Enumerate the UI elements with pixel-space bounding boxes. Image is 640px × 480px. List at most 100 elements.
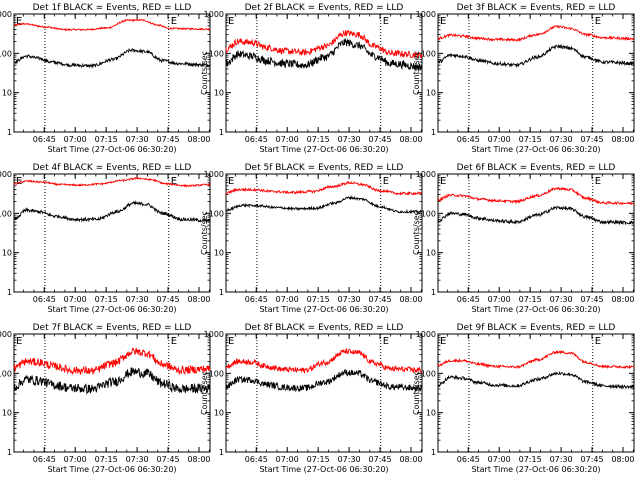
series-line-lld xyxy=(13,347,211,376)
y-axis-label: Counts/sec xyxy=(200,211,209,255)
marker-label-left: E xyxy=(440,176,446,187)
x-tick-label: 07:15 xyxy=(519,295,542,304)
x-tick-label: 07:45 xyxy=(369,135,392,144)
y-tick-label: 1 xyxy=(219,128,224,137)
series-line-events xyxy=(13,200,211,224)
series-line-events xyxy=(13,47,211,69)
panel-title: Det 4f BLACK = Events, RED = LLD xyxy=(33,163,192,173)
series-line-lld xyxy=(437,24,635,43)
x-axis-label: Start Time (27-Oct-06 06:30:20) xyxy=(471,465,600,474)
x-tick-label: 08:00 xyxy=(611,295,634,304)
x-axis-label: Start Time (27-Oct-06 06:30:20) xyxy=(471,145,600,154)
marker-label-right: E xyxy=(383,16,389,27)
panel-title: Det 3f BLACK = Events, RED = LLD xyxy=(457,3,616,13)
y-tick-label: 100 xyxy=(421,49,436,58)
marker-label-right: E xyxy=(171,176,177,187)
series-line-events xyxy=(225,195,423,215)
x-tick-label: 07:30 xyxy=(126,295,149,304)
y-tick-label: 10 xyxy=(2,409,12,418)
x-tick-label: 07:30 xyxy=(126,455,149,464)
x-tick-label: 07:00 xyxy=(276,295,299,304)
series-line-lld xyxy=(225,348,423,375)
panel-title: Det 8f BLACK = Events, RED = LLD xyxy=(245,323,404,333)
x-tick-label: 07:30 xyxy=(550,135,573,144)
x-axis-label: Start Time (27-Oct-06 06:30:20) xyxy=(47,145,176,154)
y-tick-label: 1 xyxy=(219,288,224,297)
x-tick-label: 07:15 xyxy=(95,135,118,144)
y-tick-label: 1000 xyxy=(204,330,224,339)
x-axis-label: Start Time (27-Oct-06 06:30:20) xyxy=(259,305,388,314)
y-tick-label: 100 xyxy=(0,369,12,378)
y-tick-label: 10 xyxy=(214,89,224,98)
x-tick-label: 07:30 xyxy=(338,135,361,144)
y-axis-label: Counts/sec xyxy=(412,371,421,415)
panel-det-1f: Det 1f BLACK = Events, RED = LLD 1 10 100 10… xyxy=(0,3,211,154)
panel-det-7f: Det 7f BLACK = Events, RED = LLD 1 10 100 10… xyxy=(0,323,211,474)
marker-label-left: E xyxy=(16,336,22,347)
panel-det-5f: Det 5f BLACK = Events, RED = LLD 1 10 100 10… xyxy=(200,163,423,314)
x-tick-label: 08:00 xyxy=(611,135,634,144)
panel-det-6f: Det 6f BLACK = Events, RED = LLD 1 10 100 10… xyxy=(412,163,635,314)
series-line-lld xyxy=(13,18,211,32)
marker-label-right: E xyxy=(171,336,177,347)
panel-det-4f: Det 4f BLACK = Events, RED = LLD 1 10 100 10… xyxy=(0,163,211,314)
plot-frame xyxy=(437,173,635,293)
panel-title: Det 5f BLACK = Events, RED = LLD xyxy=(245,163,404,173)
y-tick-label: 10 xyxy=(426,89,436,98)
y-tick-label: 1000 xyxy=(0,330,12,339)
y-tick-label: 100 xyxy=(209,49,224,58)
x-tick-label: 07:45 xyxy=(369,295,392,304)
x-tick-label: 07:30 xyxy=(338,295,361,304)
marker-label-right: E xyxy=(595,336,601,347)
y-tick-label: 1000 xyxy=(416,330,436,339)
y-tick-label: 100 xyxy=(421,369,436,378)
y-tick-label: 1 xyxy=(7,128,12,137)
x-axis-label: Start Time (27-Oct-06 06:30:20) xyxy=(47,465,176,474)
panel-det-2f: Det 2f BLACK = Events, RED = LLD 1 10 100 10… xyxy=(200,3,423,154)
x-tick-label: 07:30 xyxy=(550,295,573,304)
x-axis-label: Start Time (27-Oct-06 06:30:20) xyxy=(259,145,388,154)
panel-title: Det 6f BLACK = Events, RED = LLD xyxy=(457,163,616,173)
x-tick-label: 07:00 xyxy=(276,455,299,464)
x-tick-label: 08:00 xyxy=(187,455,210,464)
marker-label-left: E xyxy=(16,16,22,27)
series-line-lld xyxy=(225,29,423,59)
plot-frame xyxy=(13,173,211,293)
x-tick-label: 07:00 xyxy=(64,295,87,304)
x-tick-label: 07:00 xyxy=(276,135,299,144)
marker-label-right: E xyxy=(595,16,601,27)
x-tick-label: 07:45 xyxy=(581,455,604,464)
x-tick-label: 06:45 xyxy=(457,295,480,304)
x-tick-label: 08:00 xyxy=(399,455,422,464)
plot-frame xyxy=(225,173,423,293)
y-tick-label: 1000 xyxy=(0,170,12,179)
y-tick-label: 10 xyxy=(2,89,12,98)
series-line-events xyxy=(225,368,423,393)
panel-title: Det 7f BLACK = Events, RED = LLD xyxy=(33,323,192,333)
y-tick-label: 1 xyxy=(7,288,12,297)
x-tick-label: 06:45 xyxy=(245,295,268,304)
x-tick-label: 06:45 xyxy=(33,295,56,304)
y-tick-label: 10 xyxy=(2,249,12,258)
x-axis-label: Start Time (27-Oct-06 06:30:20) xyxy=(259,465,388,474)
y-tick-label: 100 xyxy=(209,369,224,378)
y-axis-label: Counts/sec xyxy=(412,51,421,95)
x-tick-label: 07:30 xyxy=(338,455,361,464)
x-tick-label: 07:15 xyxy=(307,455,330,464)
x-tick-label: 07:00 xyxy=(488,295,511,304)
y-tick-label: 1 xyxy=(219,448,224,457)
series-line-lld xyxy=(437,186,635,206)
x-tick-label: 07:45 xyxy=(157,455,180,464)
marker-label-left: E xyxy=(440,336,446,347)
plot-frame xyxy=(437,13,635,133)
series-line-events xyxy=(437,205,635,226)
plot-frame xyxy=(13,333,211,453)
marker-label-right: E xyxy=(383,336,389,347)
marker-label-left: E xyxy=(228,336,234,347)
x-tick-label: 06:45 xyxy=(245,455,268,464)
y-tick-label: 100 xyxy=(209,209,224,218)
panel-det-3f: Det 3f BLACK = Events, RED = LLD 1 10 100 10… xyxy=(412,3,635,154)
panel-det-9f: Det 9f BLACK = Events, RED = LLD 1 10 100 10… xyxy=(412,323,635,474)
